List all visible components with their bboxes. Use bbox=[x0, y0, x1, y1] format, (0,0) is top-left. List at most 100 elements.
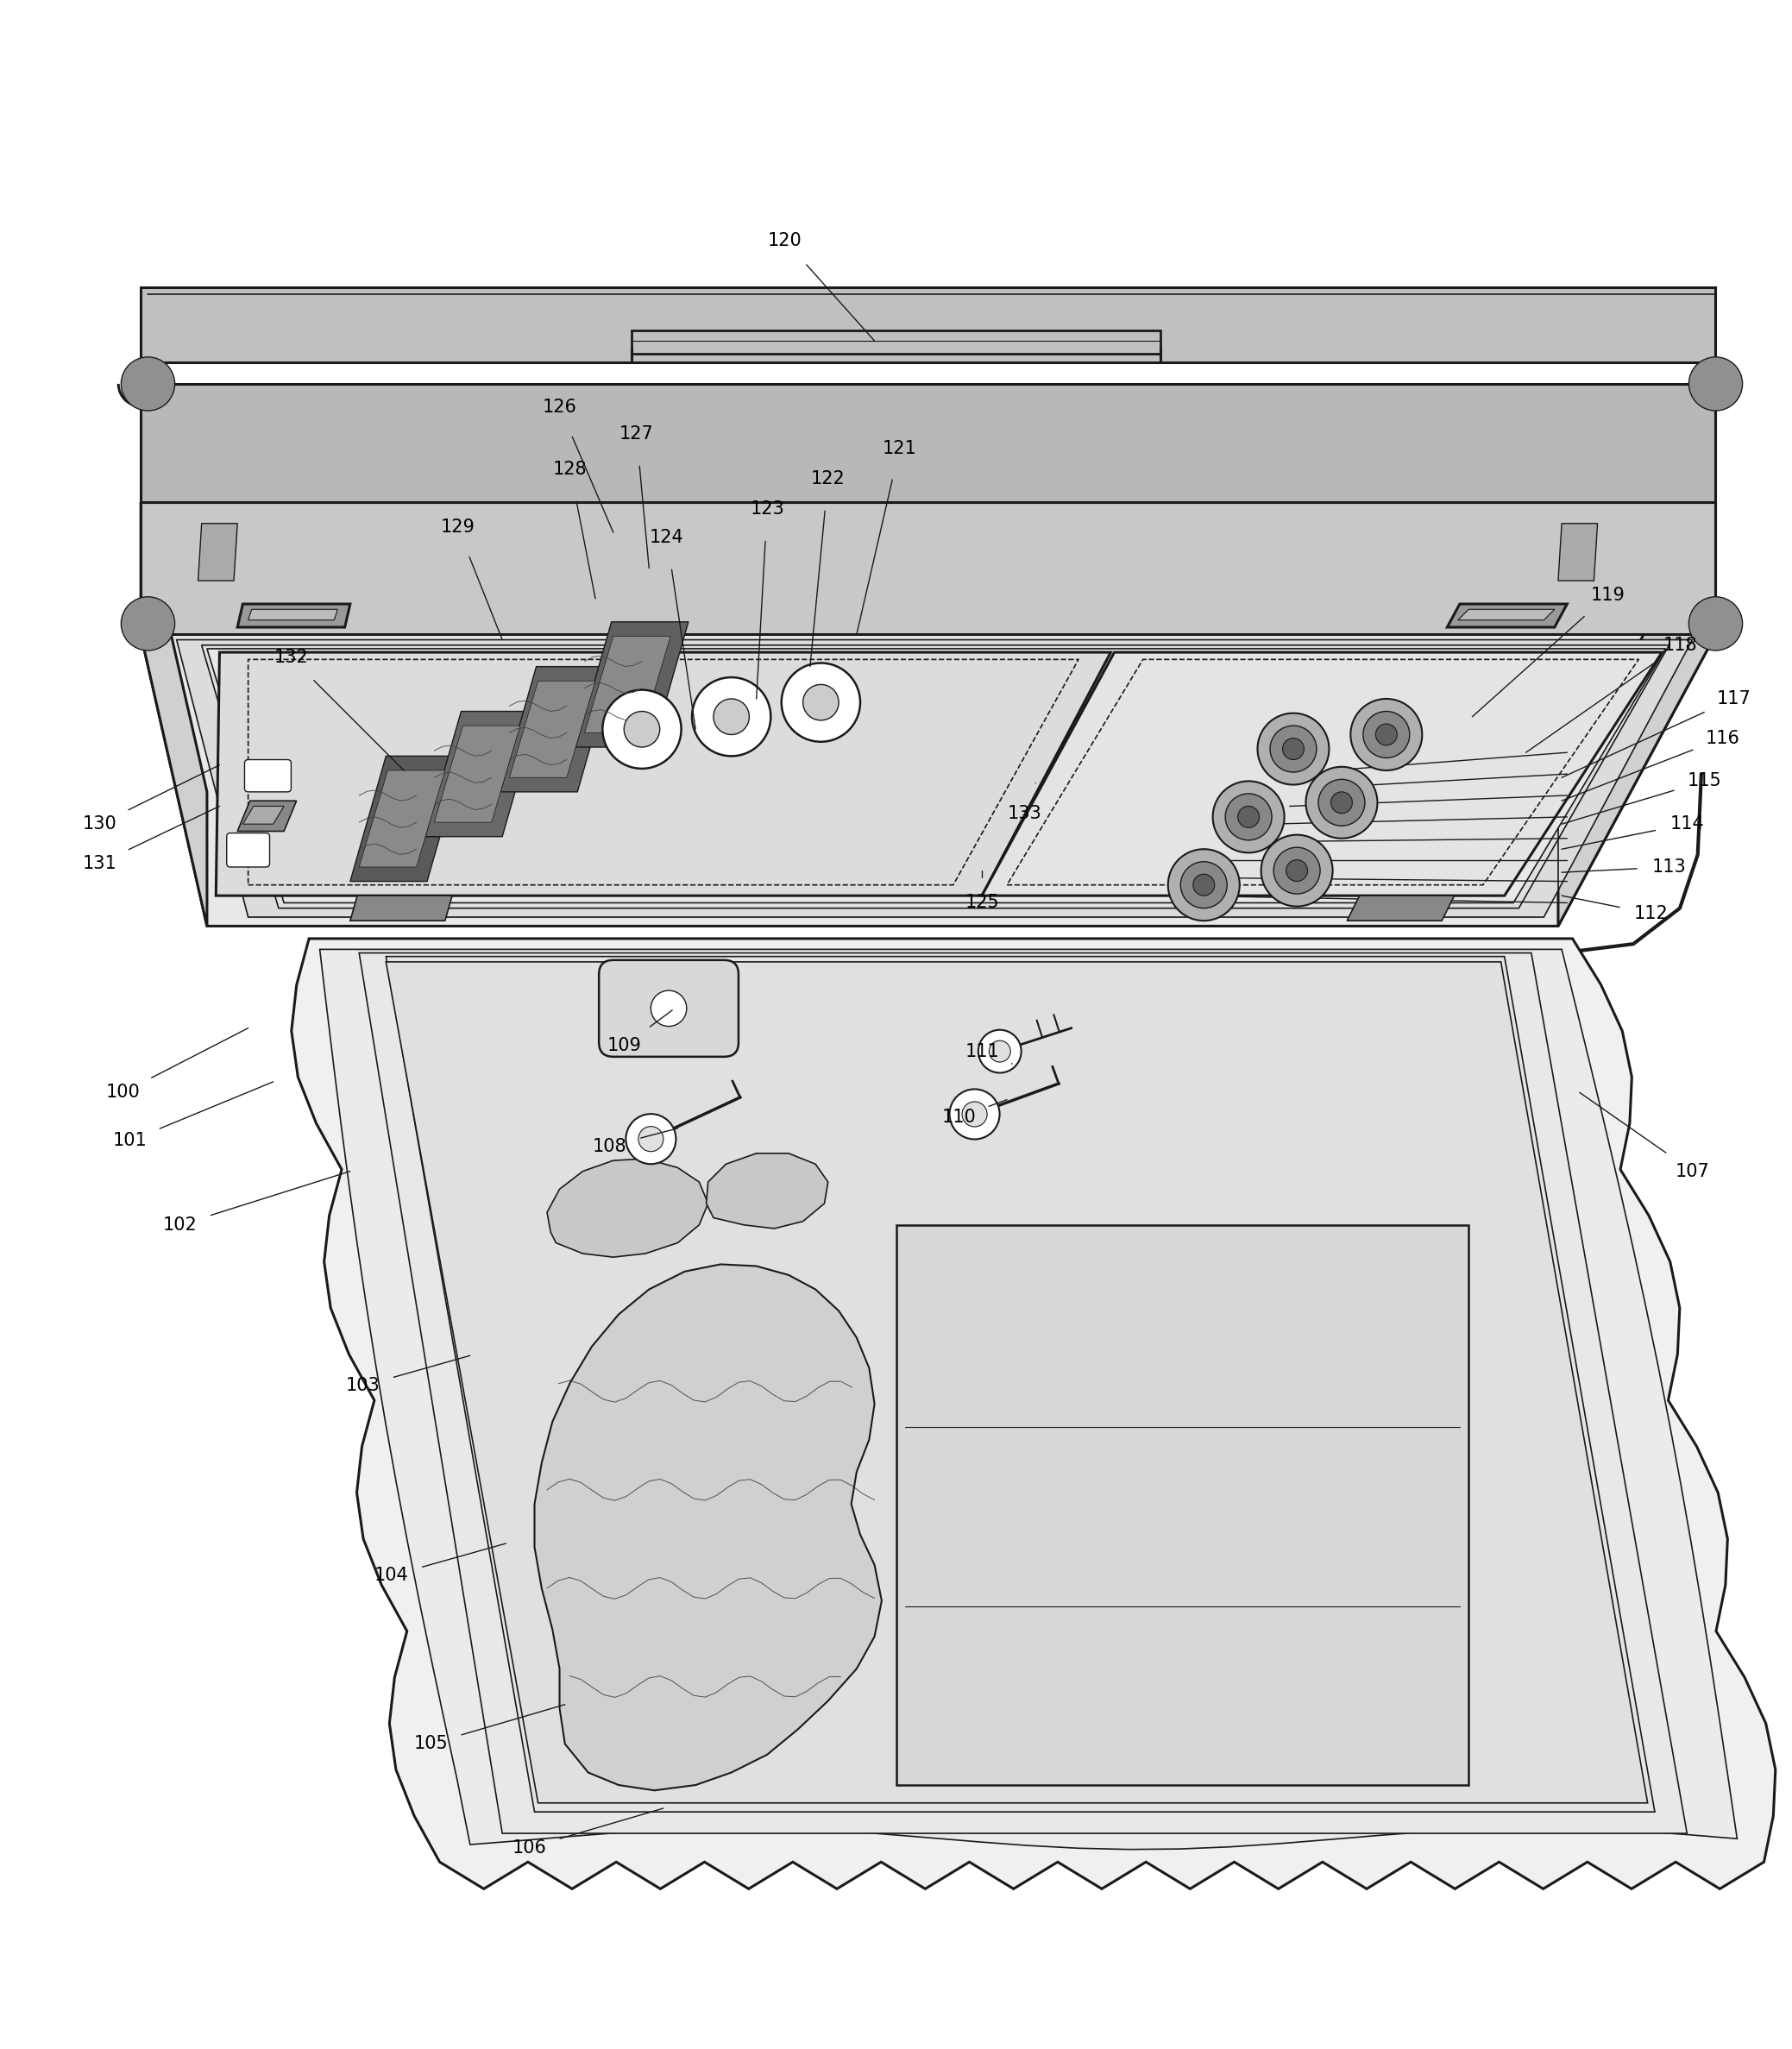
Polygon shape bbox=[349, 756, 462, 881]
Polygon shape bbox=[631, 330, 1161, 352]
FancyBboxPatch shape bbox=[244, 760, 290, 791]
Circle shape bbox=[1331, 791, 1353, 813]
Polygon shape bbox=[237, 604, 349, 627]
Polygon shape bbox=[584, 635, 670, 734]
Polygon shape bbox=[385, 961, 1647, 1803]
Circle shape bbox=[1376, 723, 1398, 746]
Circle shape bbox=[1287, 861, 1308, 881]
Text: 105: 105 bbox=[414, 1736, 448, 1752]
Polygon shape bbox=[217, 652, 1111, 895]
Polygon shape bbox=[319, 949, 1736, 1850]
Polygon shape bbox=[142, 635, 1715, 926]
Text: 112: 112 bbox=[1634, 906, 1668, 922]
Polygon shape bbox=[385, 957, 1654, 1811]
Circle shape bbox=[781, 664, 860, 742]
Text: 116: 116 bbox=[1706, 729, 1740, 746]
Polygon shape bbox=[1448, 604, 1566, 627]
Circle shape bbox=[1226, 793, 1272, 840]
Polygon shape bbox=[1459, 609, 1555, 621]
Text: 130: 130 bbox=[82, 816, 116, 832]
Polygon shape bbox=[1348, 895, 1455, 920]
Polygon shape bbox=[242, 805, 283, 824]
Text: 109: 109 bbox=[607, 1037, 642, 1055]
Circle shape bbox=[692, 678, 771, 756]
Polygon shape bbox=[142, 502, 208, 926]
Text: 101: 101 bbox=[113, 1133, 147, 1149]
Polygon shape bbox=[534, 1264, 882, 1791]
Polygon shape bbox=[202, 645, 1668, 908]
Circle shape bbox=[1351, 699, 1423, 770]
Circle shape bbox=[625, 1115, 676, 1164]
Text: 107: 107 bbox=[1676, 1162, 1710, 1180]
Text: 106: 106 bbox=[513, 1840, 547, 1856]
Text: 115: 115 bbox=[1688, 772, 1722, 789]
Text: 128: 128 bbox=[554, 461, 588, 477]
Text: 119: 119 bbox=[1591, 586, 1625, 604]
Polygon shape bbox=[358, 770, 444, 867]
Polygon shape bbox=[706, 1154, 828, 1229]
Circle shape bbox=[1364, 711, 1410, 758]
Text: 104: 104 bbox=[375, 1567, 409, 1584]
Text: 117: 117 bbox=[1717, 691, 1751, 707]
Text: 110: 110 bbox=[941, 1109, 977, 1127]
Polygon shape bbox=[142, 502, 1715, 635]
Text: 100: 100 bbox=[106, 1084, 140, 1100]
Polygon shape bbox=[199, 522, 237, 580]
Text: 118: 118 bbox=[1663, 637, 1697, 654]
Circle shape bbox=[638, 1127, 663, 1152]
Circle shape bbox=[1283, 738, 1305, 760]
Polygon shape bbox=[425, 711, 538, 836]
Text: 113: 113 bbox=[1652, 859, 1686, 875]
Polygon shape bbox=[509, 680, 595, 777]
Text: 103: 103 bbox=[346, 1377, 380, 1395]
Text: 131: 131 bbox=[82, 854, 116, 873]
Circle shape bbox=[1193, 875, 1215, 895]
Text: 126: 126 bbox=[543, 398, 577, 416]
Circle shape bbox=[950, 1090, 1000, 1139]
Circle shape bbox=[962, 1102, 987, 1127]
Polygon shape bbox=[142, 383, 1715, 502]
Circle shape bbox=[1238, 805, 1260, 828]
Circle shape bbox=[713, 699, 749, 736]
Polygon shape bbox=[547, 1160, 708, 1258]
Circle shape bbox=[1688, 357, 1742, 410]
Circle shape bbox=[1213, 781, 1285, 852]
Circle shape bbox=[1168, 848, 1240, 920]
Text: 124: 124 bbox=[650, 529, 685, 547]
Circle shape bbox=[1258, 713, 1330, 785]
Polygon shape bbox=[982, 652, 1661, 895]
Circle shape bbox=[624, 711, 659, 748]
Text: 121: 121 bbox=[882, 441, 918, 457]
Text: 114: 114 bbox=[1670, 816, 1704, 832]
Circle shape bbox=[1274, 848, 1321, 893]
Circle shape bbox=[989, 1041, 1011, 1061]
FancyBboxPatch shape bbox=[599, 961, 738, 1057]
Circle shape bbox=[1262, 834, 1333, 906]
Text: 127: 127 bbox=[620, 426, 654, 443]
Circle shape bbox=[122, 596, 176, 650]
Polygon shape bbox=[247, 609, 337, 621]
FancyBboxPatch shape bbox=[228, 834, 269, 867]
Polygon shape bbox=[1559, 502, 1715, 926]
Polygon shape bbox=[177, 639, 1692, 918]
Text: 120: 120 bbox=[769, 232, 803, 250]
Text: 102: 102 bbox=[163, 1217, 197, 1233]
Circle shape bbox=[978, 1031, 1021, 1074]
Polygon shape bbox=[896, 1225, 1469, 1785]
Circle shape bbox=[1181, 863, 1228, 908]
Polygon shape bbox=[292, 938, 1776, 1889]
Circle shape bbox=[1271, 725, 1317, 772]
Circle shape bbox=[122, 357, 176, 410]
Text: 132: 132 bbox=[274, 650, 308, 666]
Polygon shape bbox=[500, 666, 613, 791]
Polygon shape bbox=[434, 725, 520, 822]
Polygon shape bbox=[208, 650, 1665, 904]
Polygon shape bbox=[349, 895, 452, 920]
Text: 129: 129 bbox=[441, 518, 475, 535]
Polygon shape bbox=[575, 621, 688, 748]
Polygon shape bbox=[237, 801, 296, 832]
Text: 123: 123 bbox=[751, 500, 785, 518]
Circle shape bbox=[1306, 766, 1378, 838]
Text: 122: 122 bbox=[810, 469, 846, 488]
Polygon shape bbox=[358, 953, 1686, 1834]
